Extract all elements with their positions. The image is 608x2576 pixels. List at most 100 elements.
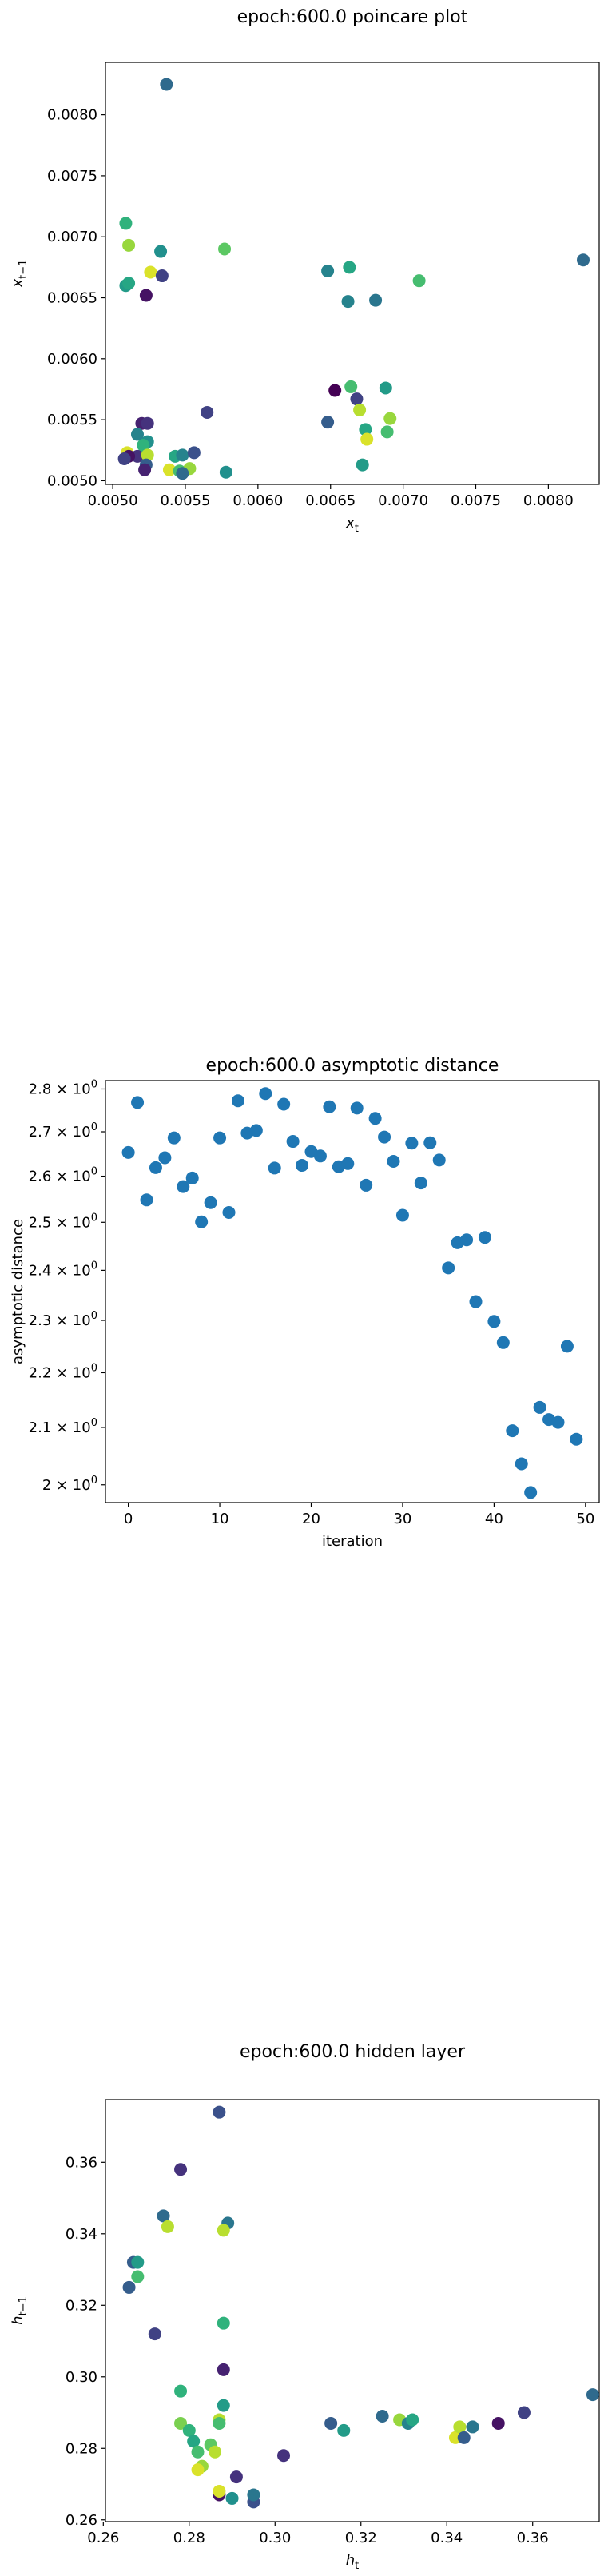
- y-axis-label: asymptotic distance: [10, 1219, 26, 1364]
- data-point: [158, 1151, 172, 1165]
- data-point: [185, 1171, 199, 1184]
- data-point: [414, 1177, 427, 1190]
- x-tick-label: 0.28: [173, 2530, 205, 2546]
- data-point: [412, 274, 426, 288]
- data-point: [217, 2363, 230, 2376]
- data-point: [131, 2255, 145, 2269]
- data-point: [341, 295, 355, 309]
- data-point: [453, 2420, 467, 2434]
- data-point: [187, 2435, 201, 2448]
- y-tick-label: 0.28: [66, 2440, 97, 2457]
- y-tick-label: 2.4 × 100: [29, 1260, 97, 1279]
- data-point: [140, 1193, 153, 1207]
- y-tick-label: 2.8 × 100: [29, 1078, 97, 1097]
- x-tick-label: 40: [485, 1511, 503, 1527]
- data-point: [213, 2484, 226, 2498]
- chart-2: epoch:600.0 asymptotic distance 0 10 20 30 40…: [10, 1056, 600, 1550]
- data-point: [177, 1180, 190, 1193]
- chart-title: epoch:600.0 hidden layer: [240, 2042, 466, 2062]
- data-point: [157, 2209, 170, 2223]
- data-point: [379, 381, 392, 395]
- data-point: [137, 439, 150, 452]
- data-point: [360, 1178, 373, 1192]
- y-axis-label: ht−1: [10, 2296, 30, 2325]
- plot-frame: [105, 62, 600, 485]
- data-point: [160, 78, 173, 91]
- data-point: [249, 1124, 263, 1137]
- data-point: [229, 2470, 243, 2484]
- data-point: [209, 2445, 222, 2459]
- data-point: [356, 458, 369, 472]
- data-point: [341, 1157, 355, 1170]
- data-point: [515, 1457, 528, 1471]
- data-point: [323, 1100, 336, 1113]
- y-tick-label: 2.3 × 100: [29, 1310, 97, 1329]
- data-point: [149, 1161, 162, 1174]
- data-point: [154, 245, 168, 258]
- x-axis-label: xt: [345, 515, 359, 535]
- x-tick-label: 0.34: [431, 2530, 463, 2546]
- y-tick-label: 2 × 100: [42, 1475, 97, 1494]
- data-point: [167, 1131, 181, 1145]
- chart-title: epoch:600.0 asymptotic distance: [206, 1056, 499, 1076]
- y-tick-label: 2.2 × 100: [29, 1362, 97, 1381]
- data-point: [182, 2423, 196, 2437]
- data-points: [122, 2105, 599, 2509]
- y-tick-label: 0.30: [66, 2369, 97, 2386]
- data-point: [586, 2388, 599, 2402]
- data-point: [296, 1159, 309, 1173]
- data-point: [162, 463, 176, 476]
- x-tick-label: 0.0070: [378, 492, 428, 509]
- x-tick-label: 0.26: [87, 2530, 119, 2546]
- x-tick-label: 0.0080: [523, 492, 574, 509]
- data-points: [121, 1087, 583, 1499]
- x-tick-label: 30: [393, 1511, 411, 1527]
- x-axis-label: iteration: [322, 1533, 383, 1550]
- data-point: [191, 2463, 205, 2477]
- data-point: [268, 1161, 281, 1175]
- data-point: [204, 1196, 217, 1209]
- data-point: [359, 423, 372, 436]
- x-axis-label: ht: [346, 2552, 360, 2572]
- data-point: [217, 2316, 230, 2330]
- data-point: [478, 1231, 491, 1244]
- data-point: [506, 1424, 519, 1438]
- data-point: [176, 448, 189, 462]
- data-point: [369, 293, 383, 307]
- y-tick-label: 0.0055: [47, 412, 97, 428]
- data-point: [344, 380, 358, 393]
- data-point: [217, 2399, 230, 2412]
- plot-frame: [105, 2099, 600, 2522]
- data-point: [328, 384, 342, 397]
- data-point: [353, 403, 367, 416]
- data-point: [457, 2431, 471, 2444]
- data-point: [217, 2224, 230, 2237]
- x-tick-label: 0.0060: [232, 492, 283, 509]
- data-point: [277, 2449, 291, 2463]
- y-tick-label: 2.7 × 100: [29, 1121, 97, 1141]
- y-tick-label: 0.0075: [47, 168, 97, 185]
- data-point: [432, 1153, 446, 1167]
- plot-frame: [105, 1080, 600, 1503]
- data-point: [469, 1295, 483, 1308]
- data-point: [218, 242, 232, 256]
- data-point: [195, 1215, 209, 1228]
- data-point: [176, 467, 189, 480]
- data-point: [191, 2445, 205, 2459]
- data-point: [201, 405, 214, 419]
- chart-3: epoch:600.0 hidden layer 0.26 0.28 0.30 0.32…: [10, 2042, 600, 2572]
- data-point: [225, 2491, 239, 2505]
- data-point: [350, 1101, 364, 1115]
- data-point: [533, 1400, 546, 1414]
- data-point: [161, 2220, 174, 2233]
- data-point: [213, 2416, 226, 2430]
- data-point: [395, 1208, 409, 1222]
- data-point: [117, 452, 131, 465]
- data-point: [286, 1135, 300, 1149]
- data-point: [496, 1336, 510, 1349]
- x-tick-label: 10: [211, 1511, 229, 1527]
- data-points: [117, 78, 590, 480]
- data-point: [560, 1340, 574, 1353]
- x-tick-label: 0.0075: [451, 492, 501, 509]
